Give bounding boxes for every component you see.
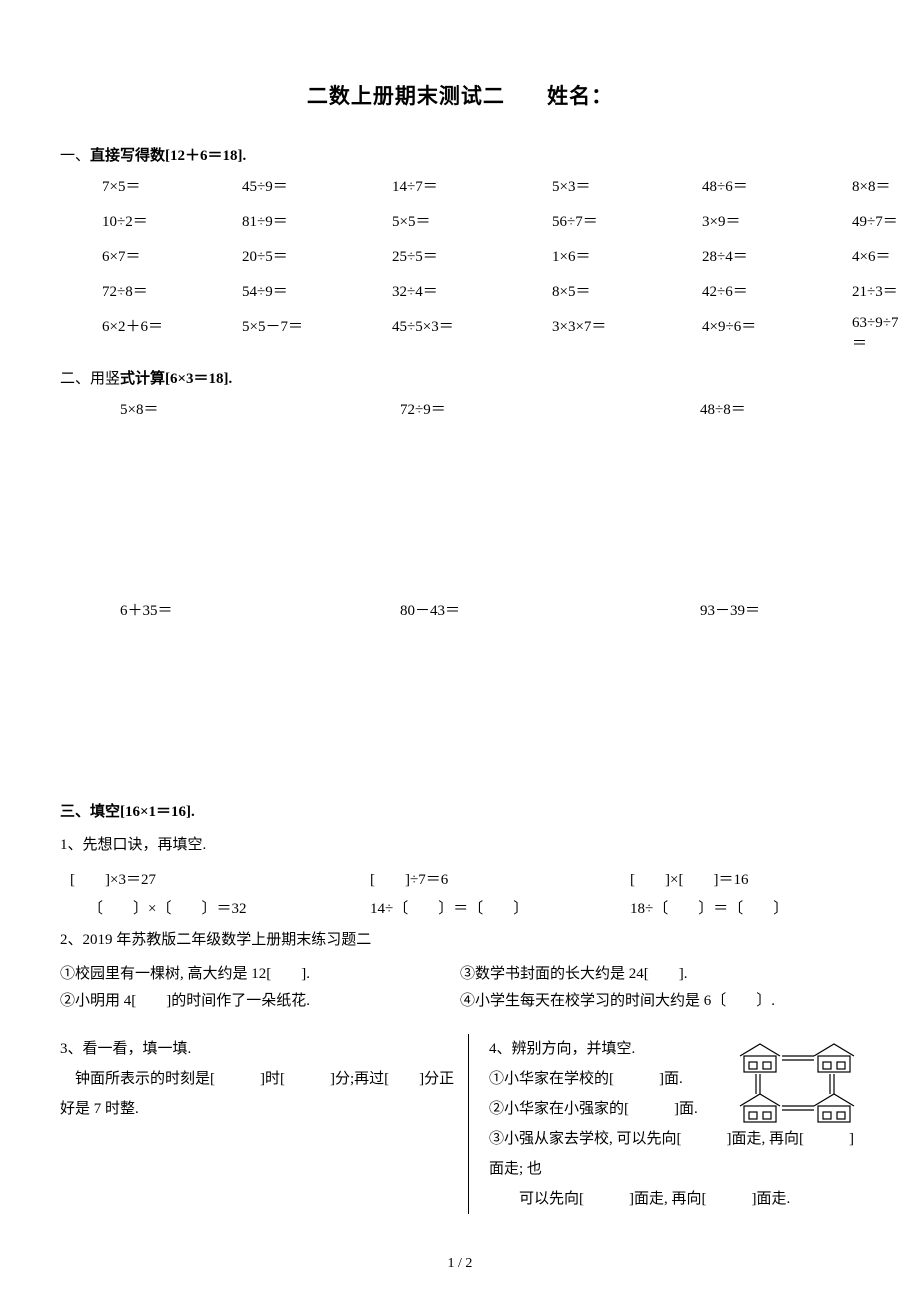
q1-rowA: [ ]×3＝27 [ ]÷7＝6 [ ]×[ ]＝16 — [70, 868, 860, 889]
cell: 54÷9＝ — [242, 280, 392, 301]
cell: 6×2＋6＝ — [102, 315, 242, 353]
page-title: 二数上册期末测试二 姓名： — [60, 80, 860, 110]
page-footer: 1 / 2 — [0, 1256, 920, 1272]
blank-item: 14÷〔 〕＝〔 〕 — [370, 897, 630, 918]
cell: 8×8＝ — [852, 175, 898, 196]
blank-item: [ ]÷7＝6 — [370, 868, 630, 889]
cell: 5×3＝ — [552, 175, 702, 196]
s3-bold: 填空[16×1＝16]. — [90, 804, 195, 820]
q2-left2: ②小明用 4[ ]的时间作了一朵纸花. — [60, 989, 460, 1010]
cell: 72÷8＝ — [102, 280, 242, 301]
cell: 5×5＝ — [392, 210, 552, 231]
cell: 3×3×7＝ — [552, 315, 702, 353]
cell: 10÷2＝ — [102, 210, 242, 231]
cell: 25÷5＝ — [392, 245, 552, 266]
cell: 48÷8＝ — [700, 398, 860, 419]
q2-label: 2、2019 年苏教版二年级数学上册期末练习题二 — [60, 926, 860, 955]
cell: 56÷7＝ — [552, 210, 702, 231]
cell: 45÷9＝ — [242, 175, 392, 196]
q2-right1: ③数学书封面的长大约是 24[ ]. — [460, 962, 860, 983]
title-main: 二数上册期末测试二 — [307, 84, 505, 108]
cell: 21÷3＝ — [852, 280, 898, 301]
cell: 5×8＝ — [120, 398, 400, 419]
vertical-row-2: 6＋35＝ 80－43＝ 93－39＝ — [120, 599, 860, 620]
arith-grid: 7×5＝ 45÷9＝ 14÷7＝ 5×3＝ 48÷6＝ 8×8＝ 10÷2＝ 8… — [102, 175, 860, 353]
cell: 7×5＝ — [102, 175, 242, 196]
cell: 6×7＝ — [102, 245, 242, 266]
q2-row2: ②小明用 4[ ]的时间作了一朵纸花. ④小学生每天在校学习的时间大约是 6〔 … — [60, 989, 860, 1010]
cell: 81÷9＝ — [242, 210, 392, 231]
section-3: 三、填空[16×1＝16]. 1、先想口诀，再填空. [ ]×3＝27 [ ]÷… — [60, 800, 860, 1214]
cell: 42÷6＝ — [702, 280, 852, 301]
cell: 8×5＝ — [552, 280, 702, 301]
two-column: 3、看一看，填一填. 钟面所表示的时刻是[ ]时[ ]分;再过[ ]分正好是 7… — [60, 1034, 860, 1214]
houses-diagram — [730, 1038, 860, 1139]
section-3-head: 三、填空[16×1＝16]. — [60, 800, 860, 821]
column-left: 3、看一看，填一填. 钟面所表示的时刻是[ ]时[ ]分;再过[ ]分正好是 7… — [60, 1034, 468, 1214]
page: 二数上册期末测试二 姓名： 一、直接写得数[12＋6＝18]. 7×5＝ 45÷… — [0, 0, 920, 1302]
q2-row1: ①校园里有一棵树, 高大约是 12[ ]. ③数学书封面的长大约是 24[ ]. — [60, 962, 860, 983]
s2-bold: 式计算[6×3＝18]. — [120, 371, 232, 387]
s3-prefix: 三、 — [60, 804, 90, 820]
s1-bold: 直接写得数[12＋6＝18]. — [90, 148, 246, 164]
name-label: 姓名： — [547, 84, 613, 108]
blank-item: 〔 〕×〔 〕＝32 — [70, 897, 370, 918]
cell: 72÷9＝ — [400, 398, 700, 419]
houses-icon — [730, 1038, 860, 1128]
cell: 3×9＝ — [702, 210, 852, 231]
cell: 6＋35＝ — [120, 599, 400, 620]
cell: 80－43＝ — [400, 599, 700, 620]
s2-prefix: 二、用竖 — [60, 371, 120, 387]
cell: 63÷9÷7＝ — [852, 315, 898, 353]
s1-prefix: 一、 — [60, 148, 90, 164]
cell: 45÷5×3＝ — [392, 315, 552, 353]
cell: 4×9÷6＝ — [702, 315, 852, 353]
column-divider — [468, 1034, 469, 1214]
vertical-row-1: 5×8＝ 72÷9＝ 48÷8＝ — [120, 398, 860, 419]
column-right: 4、辨别方向，并填空. ①小华家在学校的[ ]面. ②小华家在小强家的[ ]面.… — [479, 1034, 860, 1214]
q2-right2: ④小学生每天在校学习的时间大约是 6〔 〕. — [460, 989, 860, 1010]
cell: 93－39＝ — [700, 599, 860, 620]
q3-line: 钟面所表示的时刻是[ ]时[ ]分;再过[ ]分正好是 7 时整. — [60, 1064, 458, 1124]
q1-rowB: 〔 〕×〔 〕＝32 14÷〔 〕＝〔 〕 18÷〔 〕＝〔 〕 — [70, 897, 860, 918]
q2-left1-text: ①校园里有一棵树, 高大约是 12[ ]. — [60, 962, 310, 983]
blank-item: 18÷〔 〕＝〔 〕 — [630, 897, 860, 918]
q2-left1: ①校园里有一棵树, 高大约是 12[ ]. — [60, 962, 460, 983]
cell: 5×5－7＝ — [242, 315, 392, 353]
cell: 20÷5＝ — [242, 245, 392, 266]
q4-3b: 可以先向[ ]面走, 再向[ ]面走. — [489, 1184, 860, 1214]
q3-label: 3、看一看，填一填. — [60, 1034, 458, 1064]
cell: 14÷7＝ — [392, 175, 552, 196]
cell: 4×6＝ — [852, 245, 898, 266]
section-2-head: 二、用竖式计算[6×3＝18]. — [60, 367, 860, 388]
cell: 49÷7＝ — [852, 210, 898, 231]
cell: 28÷4＝ — [702, 245, 852, 266]
blank-item: [ ]×3＝27 — [70, 868, 370, 889]
cell: 48÷6＝ — [702, 175, 852, 196]
cell: 32÷4＝ — [392, 280, 552, 301]
q1-label: 1、先想口诀，再填空. — [60, 831, 860, 860]
section-1-head: 一、直接写得数[12＋6＝18]. — [60, 144, 860, 165]
cell: 1×6＝ — [552, 245, 702, 266]
blank-item: [ ]×[ ]＝16 — [630, 868, 860, 889]
